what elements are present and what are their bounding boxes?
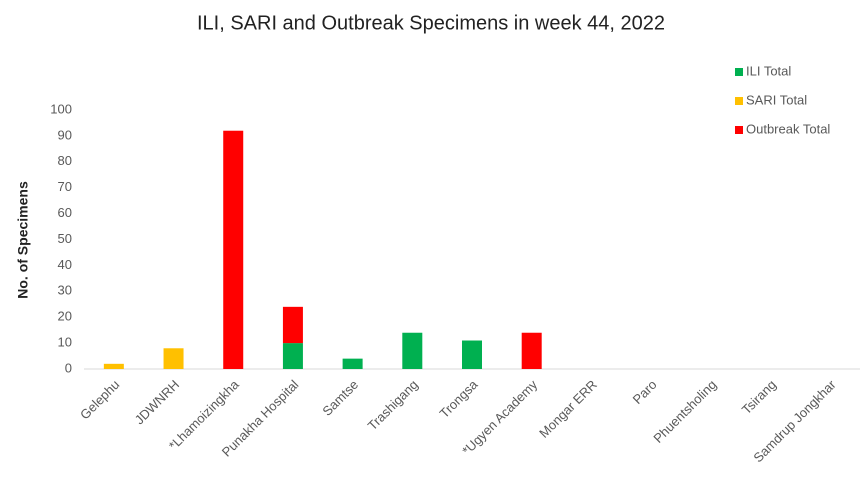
y-tick-label: 60 (58, 205, 72, 220)
x-tick-label: Mongar ERR (536, 377, 600, 441)
x-tick-label: Tsirang (739, 377, 779, 417)
x-tick-label: Gelephu (77, 377, 122, 422)
y-tick-label: 40 (58, 257, 72, 272)
y-tick-label: 20 (58, 309, 72, 324)
bar-segment (223, 130, 244, 369)
legend-swatch (735, 97, 743, 105)
legend-swatch (735, 68, 743, 76)
x-tick-label: Samtse (319, 377, 361, 419)
x-tick-label: Paro (630, 377, 660, 407)
bar-segment (462, 340, 482, 369)
legend-label: Outbreak Total (746, 121, 830, 136)
bar-segment (402, 332, 423, 369)
y-tick-label: 50 (58, 231, 72, 246)
bar-segment (282, 343, 303, 369)
y-axis-title: No. of Specimens (15, 181, 31, 299)
bar-segment (342, 358, 363, 369)
legend-label: SARI Total (746, 92, 807, 107)
legend-label: ILI Total (746, 63, 791, 78)
chart-title: ILI, SARI and Outbreak Specimens in week… (197, 12, 665, 34)
bar-segment (103, 363, 124, 369)
legend-swatch (735, 126, 743, 134)
y-tick-label: 30 (58, 283, 72, 298)
x-tick-label: Trongsa (437, 376, 482, 421)
x-tick-label: JDWNRH (132, 377, 182, 427)
y-tick-label: 80 (58, 153, 72, 168)
bar-segment (163, 348, 184, 369)
y-tick-label: 90 (58, 127, 72, 142)
bar-segment (282, 306, 303, 344)
bar-segment (521, 332, 542, 369)
y-tick-label: 0 (65, 360, 72, 375)
y-tick-label: 100 (50, 101, 72, 116)
x-tick-label: Trashigang (365, 377, 421, 433)
y-tick-label: 10 (58, 335, 72, 350)
x-tick-label: Phuentsholing (650, 377, 719, 446)
y-tick-label: 70 (58, 179, 72, 194)
